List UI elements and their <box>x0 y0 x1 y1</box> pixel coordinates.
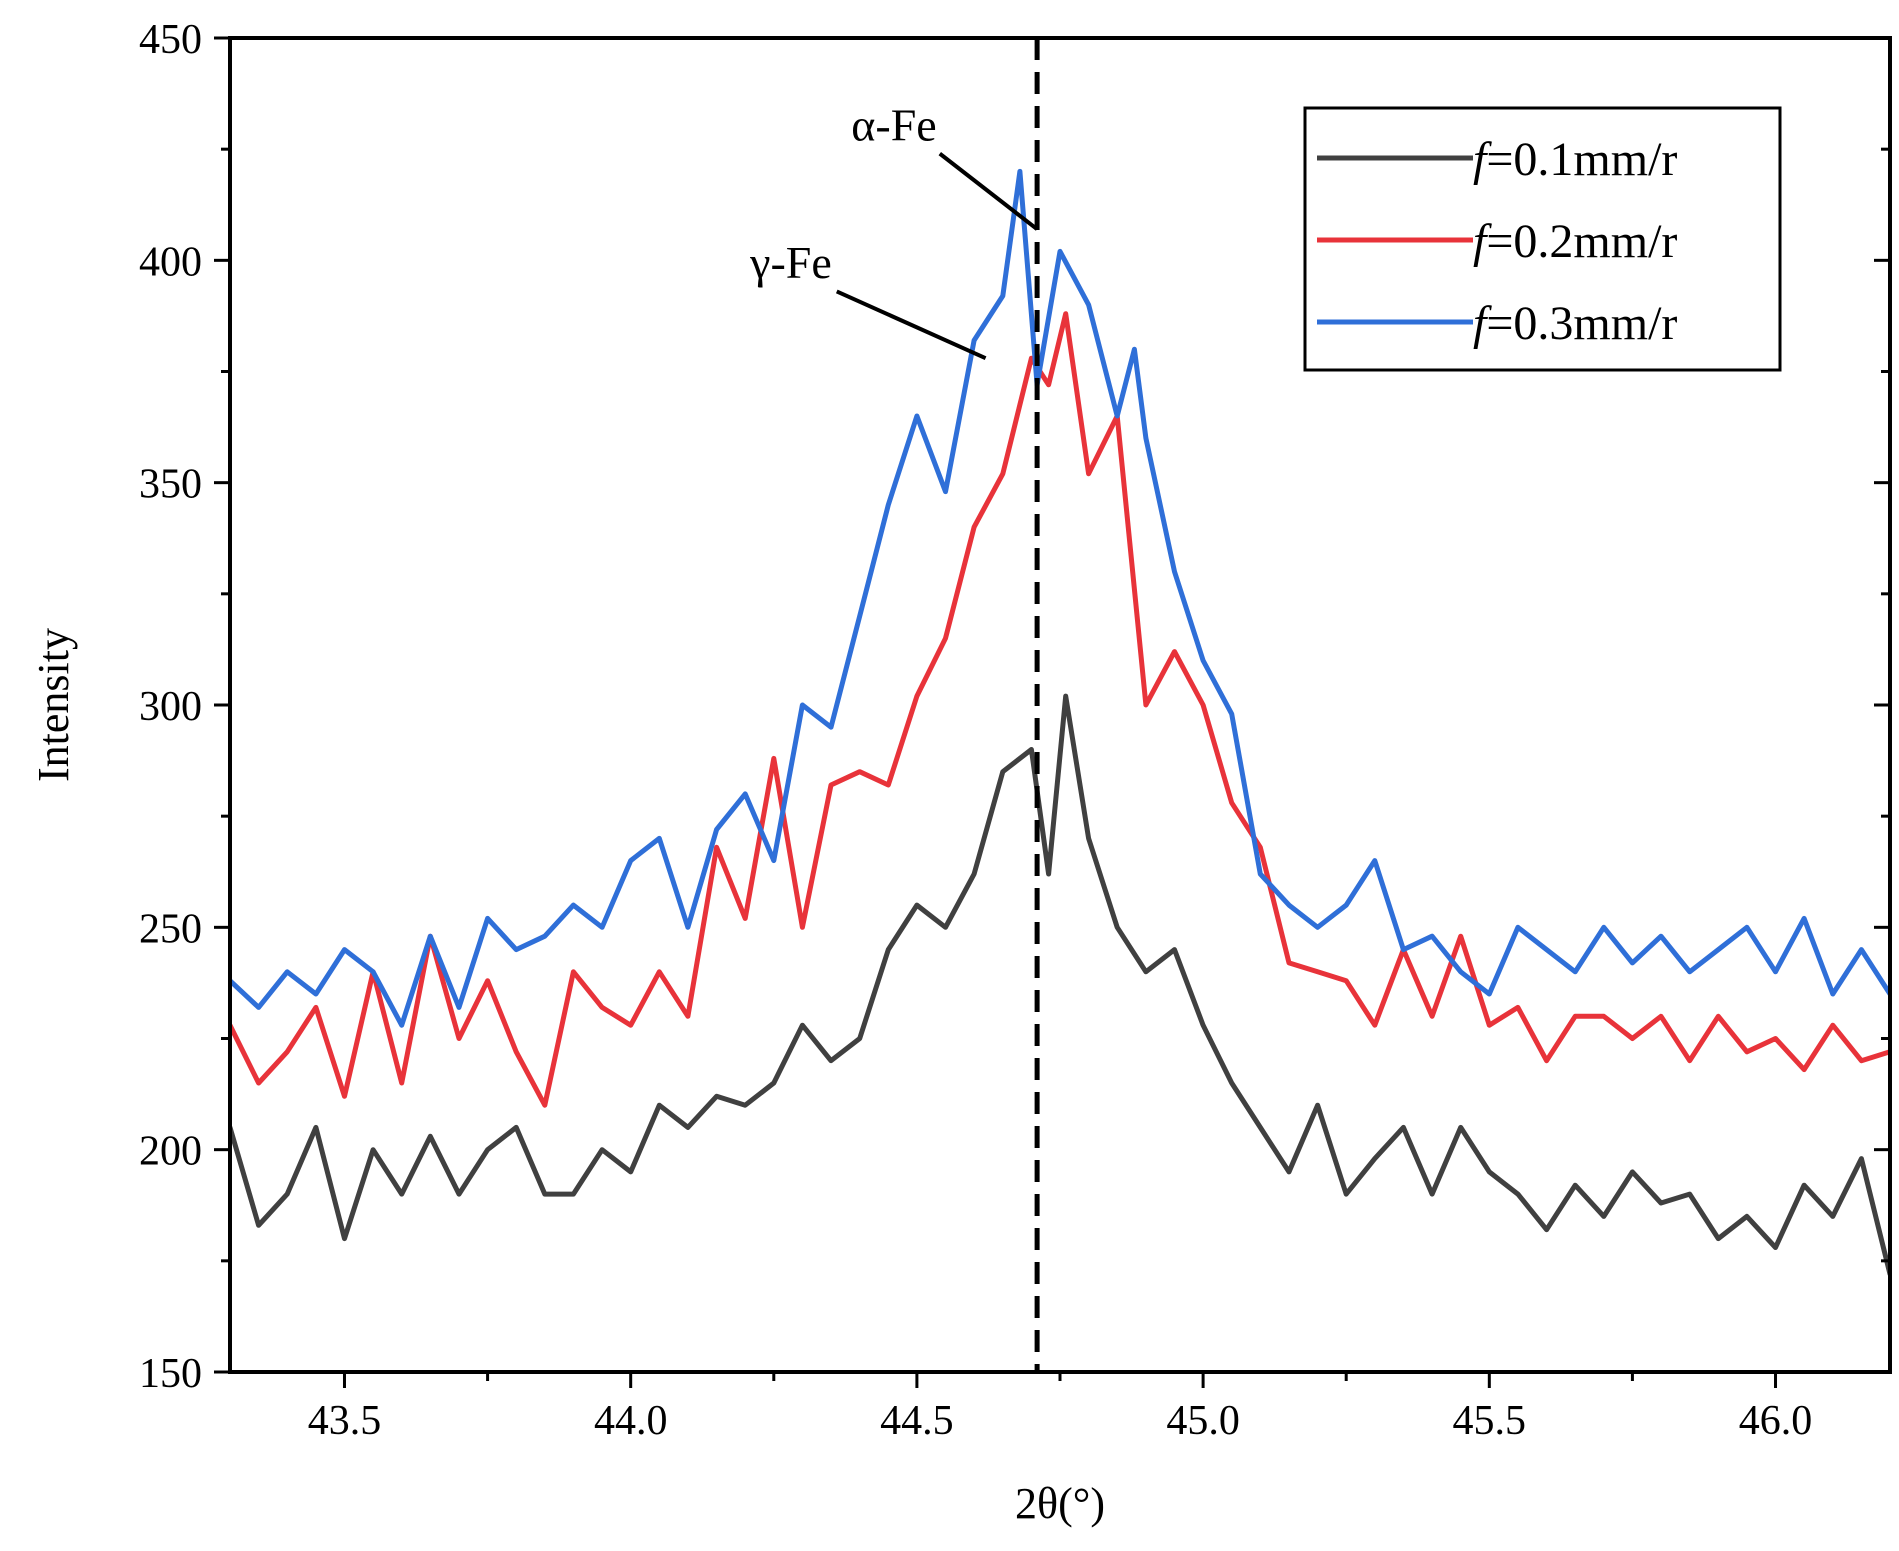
legend-entry-label-1: f=0.1mm/r <box>1473 133 1677 186</box>
legend: f=0.1mm/r f=0.2mm/r f=0.3mm/r <box>1303 106 1782 372</box>
y-tick-label: 200 <box>139 1129 202 1175</box>
y-tick-label: 250 <box>139 906 202 952</box>
ticks-group: 43.5 44.0 44.5 45.0 45.5 46.0 150 200 250 300 350 4… <box>139 17 1890 1444</box>
legend-entry-label-3: f=0.3mm/r <box>1473 297 1677 350</box>
series-line-3 <box>230 168 1890 1028</box>
axis-labels-group: 2θ(°) Intensity <box>29 628 1105 1528</box>
annotation-leader-line-1 <box>938 152 1039 231</box>
annotation-leader-line-2 <box>835 289 987 360</box>
series-line-2 <box>230 311 1890 1108</box>
y-tick-label: 150 <box>139 1351 202 1397</box>
y-tick-label: 300 <box>139 684 202 730</box>
x-tick-label: 43.5 <box>308 1398 382 1444</box>
x-tick-label: 44.5 <box>880 1398 954 1444</box>
series-line-1 <box>230 693 1890 1277</box>
x-tick-label: 45.0 <box>1166 1398 1240 1444</box>
y-tick-label: 350 <box>139 462 202 508</box>
annotation-label-2: γ-Fe <box>749 237 832 288</box>
y-tick-label: 400 <box>139 239 202 285</box>
y-axis-label: Intensity <box>29 628 78 782</box>
annotation-label-1: α-Fe <box>851 99 936 150</box>
series-group <box>230 168 1890 1277</box>
legend-entry-label-2: f=0.2mm/r <box>1473 215 1677 268</box>
x-tick-label: 46.0 <box>1739 1398 1813 1444</box>
x-tick-label: 45.5 <box>1453 1398 1527 1444</box>
x-axis-label: 2θ(°) <box>1015 1479 1105 1528</box>
annotations-group: α-Fe γ-Fe <box>749 99 1039 360</box>
x-tick-label: 44.0 <box>594 1398 668 1444</box>
y-tick-label: 450 <box>139 17 202 63</box>
